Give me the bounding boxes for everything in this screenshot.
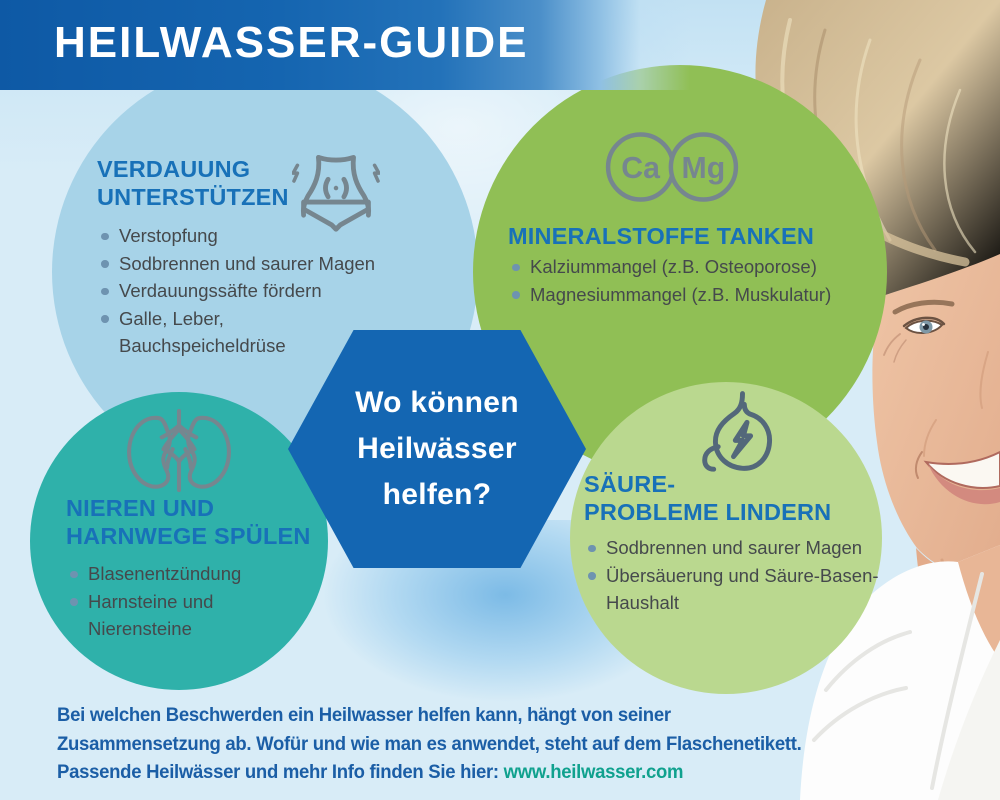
kidneys-title: NIEREN UND HARNWEGE SPÜLEN [66,494,311,550]
digestion-title-line2: UNTERSTÜTZEN [97,184,289,210]
header-bar: HEILWASSER-GUIDE [0,0,1000,90]
kidneys-circle [30,392,328,690]
acid-title: SÄURE- PROBLEME LINDERN [584,470,831,526]
ca-label: Ca [621,152,661,185]
central-hexagon: Wo können Heilwässer helfen? [288,330,586,568]
calcium-magnesium-icon: Ca Mg [605,132,739,202]
list-item: Sodbrennen und saurer Magen [584,534,884,562]
page-title: HEILWASSER-GUIDE [54,18,529,67]
minerals-title-line1: MINERALSTOFFE TANKEN [508,223,815,249]
list-item: Verstopfung [97,222,389,250]
footer-line3: Passende Heilwässer und mehr Info finden… [57,758,801,787]
chest-skin [958,545,1000,660]
teeth [923,450,1000,489]
bathrobe [800,545,1000,800]
digestion-list: Verstopfung Sodbrennen und saurer Magen … [97,222,389,360]
list-item: Sodbrennen und saurer Magen [97,250,389,278]
robe-lapel [938,640,1000,800]
list-item: Harnsteine und Nierensteine [66,588,251,643]
footer-text: Bei welchen Beschwerden ein Heilwasser h… [57,701,802,787]
stomach-lightning-icon [702,391,772,472]
minerals-list: Kalziummangel (z.B. Osteoporose) Magnesi… [508,253,868,308]
belly-waist-icon [292,154,380,232]
list-item: Verdauungssäfte fördern [97,277,389,305]
footer-line2: Zusammensetzung ab. Wofür und wie man es… [57,732,802,755]
kidneys-icon [127,409,231,493]
hexagon-line3: helfen? [382,478,492,511]
list-item: Übersäuerung und Säure-Basen-Haushalt [584,562,884,617]
hexagon-line1: Wo können [355,386,519,419]
kidneys-title-line2: HARNWEGE SPÜLEN [66,523,311,549]
eyebrow [892,299,955,315]
acid-list: Sodbrennen und saurer Magen Übersäuerung… [584,534,884,617]
footer-line1: Bei welchen Beschwerden ein Heilwasser h… [57,704,671,726]
kidneys-list: Blasenentzündung Harnsteine und Nierenst… [66,560,251,643]
minerals-title: MINERALSTOFFE TANKEN [508,222,814,250]
heilwasser-link[interactable]: www.heilwasser.com [503,761,684,783]
digestion-title-line1: VERDAUUNG [97,156,251,182]
acid-circle [570,382,882,694]
list-item: Galle, Leber, Bauchspeicheldrüse [97,305,389,360]
lower-lip [928,464,1000,505]
acid-title-line2: PROBLEME LINDERN [584,499,832,525]
digestion-title: VERDAUUNG UNTERSTÜTZEN [97,155,289,211]
list-item: Blasenentzündung [66,560,251,588]
hexagon-line2: Heilwässer [357,432,517,465]
mg-label: Mg [682,152,726,185]
list-item: Magnesiummangel (z.B. Muskulatur) [508,281,868,309]
list-item: Kalziummangel (z.B. Osteoporose) [508,253,868,281]
footer-line3-prefix: Passende Heilwässer und mehr Info finden… [57,761,504,783]
acid-title-line1: SÄURE- [584,471,676,497]
hexagon-question: Wo können Heilwässer helfen? [355,380,519,518]
kidneys-title-line1: NIEREN UND [66,495,215,521]
